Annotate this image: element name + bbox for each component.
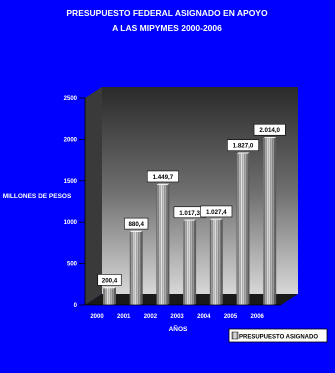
- data-label-text: 1.449,7: [153, 174, 174, 181]
- bar-texture: [103, 288, 114, 305]
- legend-swatch: [231, 331, 239, 340]
- bar-texture: [209, 219, 221, 305]
- bar-top: [236, 152, 250, 154]
- x-axis: 2000 2001 2002 2003 2004 2005 2006: [85, 304, 281, 320]
- x-tick-label: 2003: [170, 314, 184, 320]
- bar-side: [194, 219, 197, 305]
- y-axis-title: MILLONES DE PESOS: [3, 193, 72, 200]
- bar-texture: [236, 153, 248, 305]
- y-tick-label: 2000: [64, 137, 78, 143]
- bar-side: [220, 218, 223, 305]
- data-label-2005: 1.827,0: [227, 139, 259, 152]
- bar-2004: [209, 218, 223, 305]
- bar-2006: [263, 136, 277, 305]
- data-label-text: 1.017,3: [179, 210, 200, 217]
- bar-top: [263, 136, 277, 139]
- y-axis: 0 500 1000 1500 2000 2500: [64, 96, 86, 309]
- bar-2000: [103, 287, 116, 305]
- data-label-text: 1.027,4: [206, 209, 227, 216]
- data-labels-group: 200,4 880,4 1.449,7 1.017,3 1.027,4 1.827,0 2.…: [97, 123, 286, 286]
- bar-side: [167, 183, 170, 305]
- data-label-text: 1.827,0: [233, 143, 254, 150]
- data-label-box: [227, 139, 259, 152]
- x-tick-label: 2002: [144, 314, 158, 320]
- data-label-text: 200,4: [102, 277, 118, 284]
- x-tick-label: 2004: [197, 314, 211, 320]
- bar-top: [103, 287, 116, 289]
- y-tick-label: 1500: [64, 179, 78, 185]
- x-tick-label: 2006: [251, 314, 265, 320]
- bar-side: [114, 287, 116, 305]
- data-label-text: 880,4: [128, 221, 144, 228]
- data-label-2004: 1.027,4: [200, 205, 233, 218]
- data-label-box: [146, 170, 179, 183]
- bar-2003: [183, 219, 197, 305]
- y-tick-label: 500: [67, 262, 78, 268]
- data-label-box: [253, 123, 286, 136]
- data-label-box: [200, 205, 233, 218]
- bar-2002: [156, 183, 170, 305]
- bar-side: [140, 230, 143, 305]
- x-tick-label: 2001: [117, 314, 131, 320]
- bar-top: [129, 230, 143, 233]
- chart-title-line-2: A LAS MIPYMES 2000-2006: [112, 23, 222, 33]
- data-label-box: [97, 274, 122, 286]
- data-label-text: 2.014,0: [259, 127, 280, 134]
- bar-texture: [129, 232, 141, 305]
- data-label-2002: 1.449,7: [146, 170, 179, 183]
- chart-title-line-1: PRESUPUESTO FEDERAL ASIGNADO EN APOYO: [66, 8, 268, 18]
- bar-top: [156, 183, 170, 185]
- data-label-2001: 880,4: [124, 217, 149, 230]
- y-tick-label: 1000: [64, 220, 78, 226]
- legend: PRESUPUESTO ASIGNADO: [228, 328, 328, 343]
- bar-texture: [183, 220, 195, 305]
- bar-texture: [263, 138, 275, 305]
- data-label-box: [124, 217, 149, 230]
- data-label-2000: 200,4: [97, 274, 122, 286]
- data-label-2006: 2.014,0: [253, 123, 286, 136]
- bar-top: [209, 218, 223, 220]
- bar-top: [183, 219, 197, 221]
- y-tick-label: 2500: [64, 96, 78, 102]
- x-axis-title: AÑOS: [169, 324, 188, 333]
- y-tick-label: 0: [74, 303, 78, 309]
- bar-side: [247, 152, 250, 305]
- bar-2005: [236, 152, 250, 305]
- x-tick-label: 2005: [224, 314, 238, 320]
- bar-side: [274, 136, 277, 305]
- bar-2001: [129, 230, 143, 305]
- x-tick-label: 2000: [90, 314, 104, 320]
- legend-label: PRESUPUESTO ASIGNADO: [239, 335, 318, 341]
- plot-side-wall: [85, 87, 102, 305]
- legend-box: [228, 328, 328, 343]
- bars-group: [103, 136, 277, 305]
- bar-texture: [156, 184, 168, 305]
